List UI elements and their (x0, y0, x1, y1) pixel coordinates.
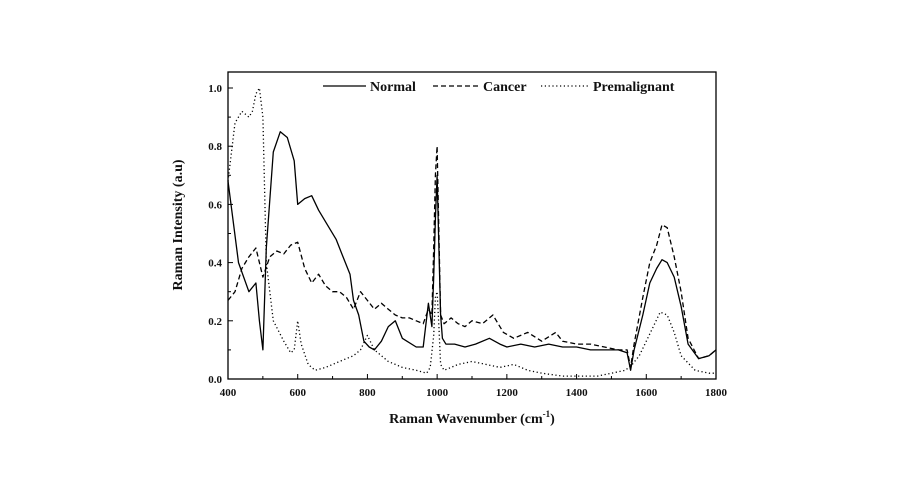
series-line-cancer (227, 145, 717, 369)
series-line-premalignant (227, 87, 716, 377)
x-tick-label: 600 (289, 387, 306, 399)
x-tick-label: 1800 (705, 387, 728, 399)
legend-label-normal: Normal (370, 80, 416, 95)
x-tick-label: 1000 (426, 387, 449, 399)
x-tick-label: 800 (359, 387, 376, 399)
x-tick-label: 1400 (566, 387, 589, 399)
legend-label-premalignant: Premalignant (593, 80, 675, 95)
y-axis-ticks: 0.0 0.2 0.4 0.6 0.8 1.0 (208, 83, 233, 386)
y-tick-label: 0.8 (208, 141, 222, 153)
series-line-normal (227, 131, 717, 371)
y-tick-label: 0.2 (208, 316, 222, 328)
series-layer (227, 87, 717, 377)
x-axis-ticks: 400 600 800 1000 1200 1400 1600 1800 (220, 374, 728, 399)
x-tick-label: 1200 (496, 387, 519, 399)
legend-label-cancer: Cancer (483, 80, 527, 95)
x-tick-label: 1600 (635, 387, 658, 399)
y-tick-label: 0.0 (208, 374, 222, 386)
y-axis-title: Raman Intensity (a.u) (171, 159, 186, 290)
y-tick-label: 0.4 (208, 258, 222, 270)
x-tick-label: 400 (220, 387, 237, 399)
y-tick-label: 1.0 (208, 83, 222, 95)
legend: Normal Cancer Premalignant (323, 80, 675, 95)
x-axis-title: Raman Wavenumber (cm-1) (389, 409, 555, 427)
y-tick-label: 0.6 (208, 199, 222, 211)
plot-frame (227, 71, 717, 380)
